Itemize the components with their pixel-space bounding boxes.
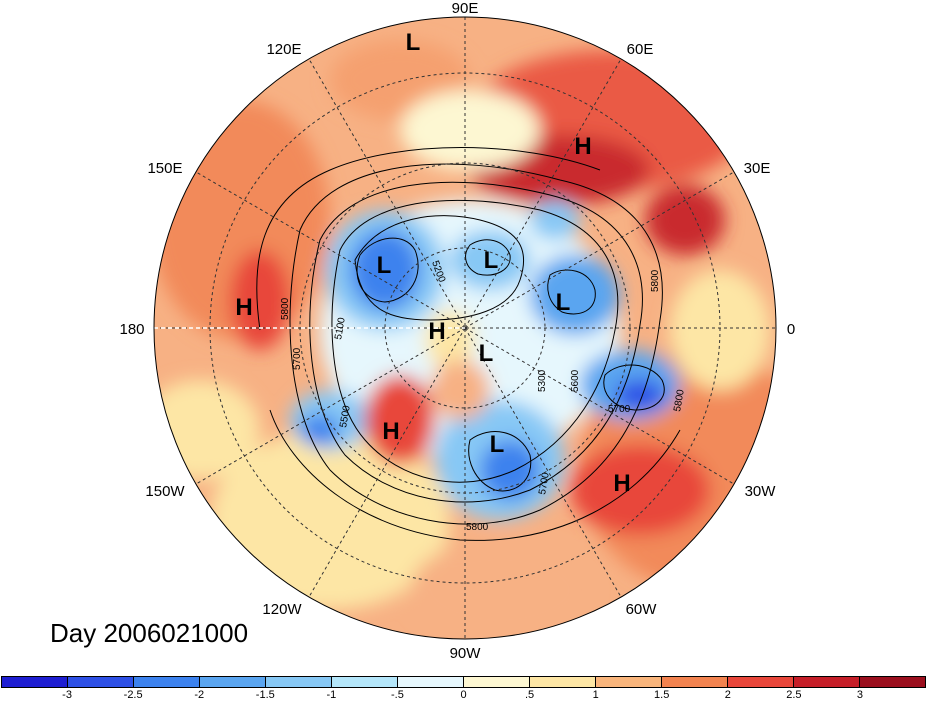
colorbar-tick-label: 1 — [592, 689, 599, 701]
lon-label-180: 180 — [119, 321, 144, 338]
colorbar-tick-label: .5 — [524, 689, 535, 701]
map-border — [153, 16, 777, 640]
lon-label-30e: 30E — [744, 160, 771, 177]
contour-label: 5800 — [672, 388, 687, 412]
contour-label: 5700 — [608, 404, 631, 415]
contour-label: 5100 — [333, 316, 348, 340]
low-center-marker: L — [490, 431, 505, 458]
colorbar-swatch — [662, 677, 728, 687]
contour-labels: 5200 5100 5800 5700 5500 5300 5600 5700 … — [280, 259, 687, 533]
colorbar-swatch — [464, 677, 530, 687]
lon-label-150w: 150W — [145, 483, 185, 500]
colorbar-tick-label: 2.5 — [786, 689, 802, 701]
contour-label: 5700 — [537, 471, 552, 495]
lon-label-150e: 150E — [147, 160, 182, 177]
low-center-marker: L — [484, 247, 499, 274]
colorbar-swatch — [266, 677, 332, 687]
colorbar-tick-label: -2 — [194, 689, 205, 701]
colorbar-tick-label: 1.5 — [654, 689, 670, 701]
colorbar-tick-label: 2 — [724, 689, 731, 701]
high-center-marker: H — [428, 318, 445, 345]
colorbar-swatch — [530, 677, 596, 687]
colorbar-tick-label: -3 — [62, 689, 72, 701]
high-center-marker: H — [574, 133, 591, 160]
colorbar — [1, 676, 926, 688]
contour-label: 5800 — [650, 269, 661, 292]
colorbar-tick-label: -2.5 — [123, 689, 143, 701]
anomaly-field — [154, 17, 776, 639]
lon-label-30w: 30W — [745, 483, 777, 500]
colorbar-swatch — [596, 677, 662, 687]
contour-label: 5600 — [570, 369, 581, 392]
colorbar-tick-label: 3 — [856, 689, 863, 701]
colorbar-swatch — [68, 677, 134, 687]
colorbar-tick-label: -1.5 — [255, 689, 275, 701]
lon-label-120e: 120E — [266, 41, 301, 58]
colorbar-tick-label: -.5 — [391, 689, 404, 701]
lon-label-90e: 90E — [452, 0, 479, 17]
graticule — [154, 17, 776, 639]
colorbar-tick-label: -1 — [326, 689, 337, 701]
colorbar-swatch — [794, 677, 860, 687]
colorbar-swatch — [2, 677, 68, 687]
lon-label-90w: 90W — [450, 645, 482, 662]
high-center-marker: H — [235, 294, 252, 321]
colorbar-swatch — [728, 677, 794, 687]
colorbar-tick-label: 0 — [460, 689, 467, 701]
lon-label-60w: 60W — [626, 601, 658, 618]
high-center-marker: H — [382, 418, 399, 445]
contour-label: 5800 — [280, 297, 291, 320]
lon-label-0: 0 — [787, 321, 795, 338]
high-center-marker: H — [613, 470, 630, 497]
colorbar-swatch — [200, 677, 266, 687]
colorbar-swatch — [398, 677, 464, 687]
lon-label-60e: 60E — [627, 41, 654, 58]
contour-label: 5300 — [537, 369, 548, 392]
pressure-centers: L H L L L H L H H L H — [235, 29, 630, 497]
colorbar-swatch — [860, 677, 925, 687]
contour-label: 5700 — [292, 347, 303, 370]
longitude-labels: 90E 60E 30E 0 30W 60W 90W 120W 150W 180 … — [119, 0, 795, 662]
colorbar-swatch — [134, 677, 200, 687]
contour-label: 5800 — [466, 522, 489, 533]
contour-label: 5500 — [338, 404, 353, 428]
colorbar-swatch — [332, 677, 398, 687]
low-center-marker: L — [556, 289, 571, 316]
lon-label-120w: 120W — [262, 601, 302, 618]
low-center-marker: L — [479, 340, 494, 367]
day-label: Day 2006021000 — [50, 618, 249, 648]
low-center-marker: L — [377, 252, 392, 279]
height-contours — [256, 147, 681, 541]
low-center-marker: L — [406, 29, 421, 56]
